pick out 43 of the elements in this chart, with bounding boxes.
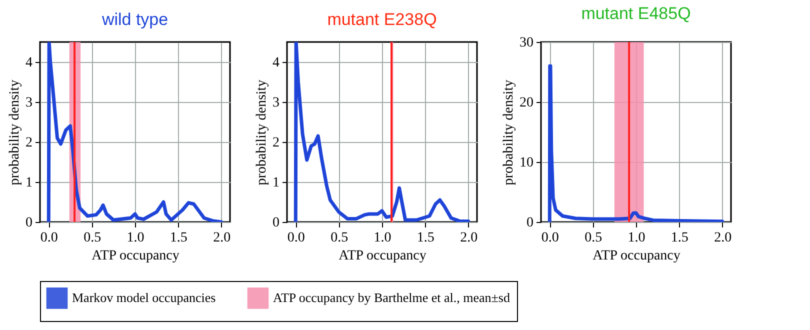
x-tick-label: 0.0 <box>40 230 58 246</box>
line-series <box>548 64 724 222</box>
x-tick-label: 0.0 <box>287 230 305 246</box>
y-tick-label: 2 <box>26 136 32 150</box>
x-axis-title: ATP occupancy <box>592 248 680 264</box>
x-tick-label: 1.5 <box>416 230 434 246</box>
x-tick-label: 0.5 <box>84 230 102 246</box>
y-axis-title: probability density <box>502 80 516 186</box>
x-tick-label: 0.5 <box>330 230 348 246</box>
y-axis-title: probability density <box>8 80 22 186</box>
legend-label: Markov model occupancies <box>72 290 216 306</box>
x-tick-label: 0.5 <box>584 230 602 246</box>
y-tick-label: 1 <box>272 176 280 190</box>
line-series <box>46 42 224 222</box>
x-tick-label: 0.0 <box>541 230 559 246</box>
x-tick-label: 1.5 <box>670 230 688 246</box>
y-tick-label: 1 <box>26 176 32 190</box>
y-tick-label: 10 <box>520 156 534 170</box>
chart-title: mutant E485Q <box>581 4 691 23</box>
x-axis-title: ATP occupancy <box>92 248 180 264</box>
y-tick-label: 20 <box>520 96 534 110</box>
y-tick-label: 3 <box>272 96 280 110</box>
y-tick-label: 3 <box>26 96 32 110</box>
x-tick-label: 2.0 <box>714 230 732 246</box>
x-axis-title: ATP occupancy <box>338 248 426 264</box>
y-tick-label: 0 <box>272 216 280 230</box>
y-tick-label: 0 <box>526 216 534 230</box>
legend-label: ATP occupancy by Barthelme et al., mean±sd <box>273 290 510 306</box>
line-series <box>294 42 470 222</box>
y-axis-title: probability density <box>254 80 270 186</box>
x-tick-label: 1.0 <box>628 230 646 246</box>
x-tick-label: 1.0 <box>374 230 392 246</box>
y-tick-label: 2 <box>272 136 280 150</box>
y-tick-label: 0 <box>26 216 32 230</box>
x-tick-label: 2.0 <box>213 230 231 246</box>
x-tick-label: 1.5 <box>170 230 188 246</box>
chart-title: mutant E238Q <box>327 10 437 29</box>
y-tick-label: 4 <box>272 56 280 70</box>
y-tick-label: 4 <box>26 56 32 70</box>
x-tick-label: 2.0 <box>460 230 478 246</box>
y-tick-label: 30 <box>520 36 534 50</box>
chart-title: wild type <box>100 10 168 29</box>
x-tick-label: 1.0 <box>126 230 144 246</box>
